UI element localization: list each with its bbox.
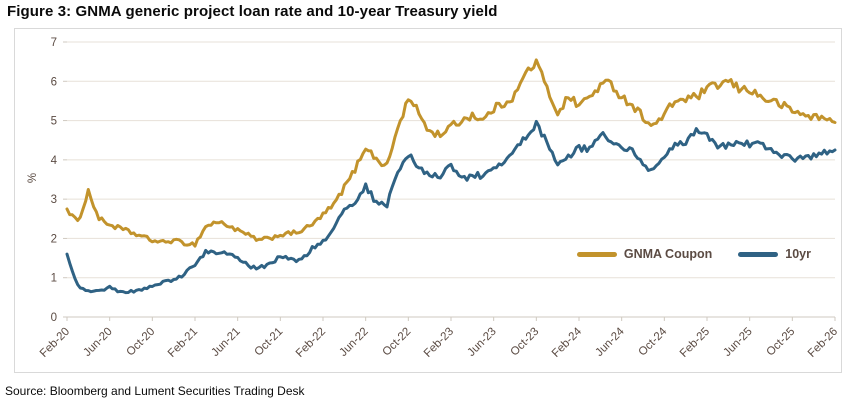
legend-item-gnma-coupon: GNMA Coupon — [576, 247, 713, 261]
legend-item-10yr: 10yr — [738, 247, 811, 261]
x-tick-label: Oct-20 — [125, 326, 158, 359]
y-tick-label: 0 — [51, 312, 57, 324]
gnma-coupon-line-swatch — [576, 251, 617, 257]
x-tick-label: Jun-24 — [593, 325, 627, 359]
series-gnma-coupon — [65, 58, 837, 248]
y-tick-label: 7 — [51, 37, 57, 49]
x-axis-labels: Feb-20 Jun-20 Oct-20 Feb-21 Jun-21 Oct-21 Feb-… — [38, 317, 840, 360]
x-tick-label: Feb-25 — [678, 326, 712, 360]
line-chart-svg: 0 1 2 3 4 5 6 7 Feb-20 Jun-20 Oct-20 Feb-21 Jun-21 Oc… — [38, 37, 840, 360]
x-tick-label: Oct-21 — [253, 326, 286, 359]
x-tick-label: Oct-24 — [637, 325, 670, 358]
source-note: Source: Bloomberg and Lument Securities … — [5, 384, 305, 398]
x-tick-label: Jun-22 — [337, 326, 370, 359]
x-tick-label: Oct-22 — [381, 326, 414, 359]
y-tick-label: 2 — [51, 233, 57, 245]
gridlines — [67, 41, 835, 279]
y-tick-label: 6 — [51, 76, 57, 88]
x-tick-label: Jun-23 — [465, 326, 498, 359]
x-tick-label: Feb-26 — [806, 326, 840, 360]
x-tick-label: Oct-23 — [509, 326, 542, 359]
x-tick-label: Feb-24 — [550, 325, 585, 360]
legend: GNMA Coupon 10yr — [576, 247, 811, 261]
treasury-10yr-line-swatch — [738, 251, 779, 257]
y-tick-label: 4 — [51, 155, 58, 167]
x-tick-label: Jun-21 — [209, 326, 242, 359]
y-axis-labels: 0 1 2 3 4 5 6 7 — [51, 37, 67, 324]
legend-label-gnma-coupon: GNMA Coupon — [623, 247, 713, 261]
legend-label-10yr: 10yr — [785, 247, 811, 261]
series-line — [65, 119, 837, 295]
series-line — [65, 58, 837, 248]
x-tick-label: Feb-22 — [294, 326, 328, 360]
chart-area: 0 1 2 3 4 5 6 7 Feb-20 Jun-20 Oct-20 Feb-21 Jun-21 Oc… — [14, 28, 842, 373]
x-tick-label: Feb-23 — [422, 326, 456, 360]
y-tick-label: 1 — [51, 273, 57, 285]
series-10yr — [65, 119, 837, 295]
y-axis-title: % — [27, 172, 39, 184]
x-tick-label: Feb-20 — [38, 326, 72, 360]
y-tick-label: 5 — [51, 116, 57, 128]
y-tick-label: 3 — [51, 194, 57, 206]
x-tick-label: Jun-20 — [81, 326, 114, 359]
x-tick-label: Feb-21 — [166, 326, 200, 360]
x-tick-label: Oct-25 — [765, 326, 798, 359]
x-tick-label: Jun-25 — [721, 326, 754, 359]
figure-title: Figure 3: GNMA generic project loan rate… — [7, 3, 498, 20]
